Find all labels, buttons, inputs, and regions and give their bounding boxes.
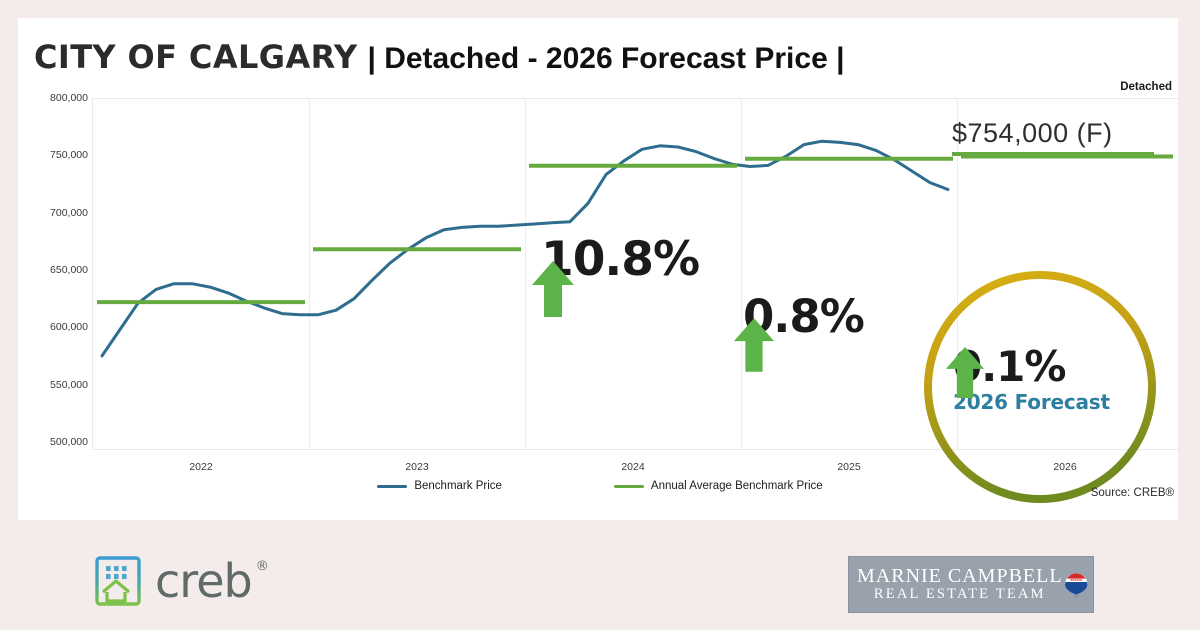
creb-logo: creb ®: [95, 554, 269, 608]
forecast-sub-label: 2026 Forecast: [953, 390, 1110, 414]
callout-2024-change: 10.8%: [531, 232, 700, 317]
y-tick-600000: 600,000: [50, 321, 88, 334]
partner-brand-card: MARNIE CAMPBELL REAL ESTATE TEAM RE/MAX: [849, 557, 1093, 612]
y-tick-650000: 650,000: [50, 263, 88, 276]
y-tick-800000: 800,000: [50, 92, 88, 104]
forecast-value-label: $754,000 (F): [952, 118, 1113, 148]
y-tick-550000: 550,000: [50, 378, 88, 391]
forecast-highlight-circle: 0.1% 2026 Forecast: [921, 268, 1159, 506]
legend-item-annual-average: Annual Average Benchmark Price: [613, 480, 823, 492]
partner-brand-text: MARNIE CAMPBELL REAL ESTATE TEAM: [849, 566, 1063, 602]
plot-area: 2022 2023 2024 2025 2026: [92, 98, 1178, 473]
y-tick-700000: 700,000: [50, 206, 88, 219]
remax-balloon-icon: RE/MAX: [1064, 572, 1087, 597]
page-title: CITY OF CALGARY | Detached - 2026 Foreca…: [34, 38, 844, 76]
series-layer: [97, 139, 1173, 358]
legend-item-benchmark: Benchmark Price: [377, 480, 502, 492]
benchmark-price-line: [100, 139, 950, 358]
title-subject: | Detached - 2026 Forecast Price |: [367, 42, 845, 75]
x-tick-2026: 2026: [1053, 461, 1077, 473]
legend-label-annual-average: Annual Average Benchmark Price: [650, 480, 823, 492]
y-tick-500000: 500,000: [50, 435, 88, 448]
creb-registered-mark: ®: [255, 559, 269, 574]
source-label: Source: CREB®: [1090, 487, 1174, 499]
gridline-2026: [957, 99, 958, 449]
creb-wordmark: creb ®: [155, 554, 269, 608]
callout-2026-forecast: 0.1% 2026 Forecast: [945, 346, 1110, 414]
x-tick-2025: 2025: [837, 461, 861, 473]
x-tick-2022: 2022: [189, 461, 213, 473]
y-tick-750000: 750,000: [50, 149, 88, 162]
legend-swatch-benchmark-icon: [377, 484, 408, 488]
x-tick-2023: 2023: [405, 461, 429, 473]
creb-house-icon: [95, 556, 141, 606]
title-city: CITY OF CALGARY: [34, 38, 358, 76]
gridline-2023: [309, 99, 310, 449]
partner-name: MARNIE CAMPBELL: [857, 565, 1063, 588]
legend-label-benchmark: Benchmark Price: [414, 480, 502, 492]
callout-2025-change: 0.8%: [733, 294, 865, 372]
property-type-tag: Detached: [1120, 81, 1172, 93]
partner-tagline: REAL ESTATE TEAM: [873, 585, 1046, 602]
gridline-2024: [525, 99, 526, 449]
legend-swatch-annual-average-icon: [613, 484, 644, 488]
svg-text:RE/MAX: RE/MAX: [1070, 578, 1081, 582]
circle-outline-icon: [924, 271, 1156, 503]
price-chart: 800,000 750,000 700,000 650,000 600,000 …: [20, 92, 1180, 492]
forecast-value-underline: [952, 152, 1154, 156]
callout-2024-percent: 10.8%: [541, 232, 700, 287]
chart-legend: Benchmark Price Annual Average Benchmark…: [20, 480, 1180, 492]
gridline-2025: [741, 99, 742, 449]
x-tick-2024: 2024: [621, 461, 645, 473]
